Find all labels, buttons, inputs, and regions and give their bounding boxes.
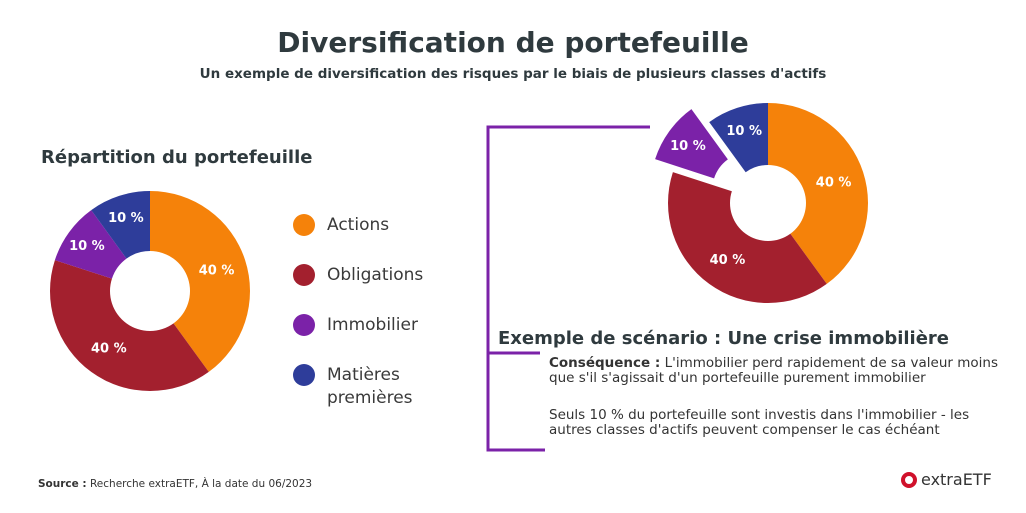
logo-text: extraETF [921,470,992,489]
legend-item-matieres: Matières premières [293,364,427,414]
legend-swatch [293,264,315,286]
slice-label: 10 % [108,211,144,226]
legend-item-obligations: Obligations [293,264,427,314]
legend-item-actions: Actions [293,214,427,264]
scenario-note: Seuls 10 % du portefeuille sont investis… [549,407,970,438]
donut-chart-portfolio: 40 % 40 % 10 %10 % [50,191,250,391]
slice-immobilier [54,210,127,279]
consequence-text: L'immobilier perd rapidement de sa valeu… [549,355,998,386]
slice-label: 40 % [816,176,852,191]
logo-icon [901,471,917,488]
page-title: Diversification de portefeuille [277,26,749,59]
source-text: Recherche extraETF, À la date du 06/2023 [86,478,313,490]
chart-title: Répartition du portefeuille [41,147,313,168]
slice-mati-res-premi-res [91,191,150,259]
source-label: Source : [38,478,87,490]
slice-obligations [668,172,827,304]
slice-label: 40 % [91,342,127,357]
page-subtitle: Un exemple de diversification des risque… [199,66,827,82]
legend-swatch [293,364,315,386]
donut-chart-scenario: 40 % 40 % 10 % 10 % [655,103,868,304]
consequence-label: Conséquence : [549,355,661,371]
slice-obligations [50,260,209,391]
scenario-consequence: Conséquence : L'immobilier perd rapideme… [549,356,999,386]
slice-actions [150,191,250,372]
legend-item-immobilier: Immobilier [293,314,427,364]
legend-swatch [293,214,315,236]
slice-label: 40 % [199,263,235,278]
chart-legend: Actions Obligations Immobilier Matières … [293,214,427,414]
slice-mati-res-premi-res [709,103,768,173]
slice-label: 10 % [69,239,105,254]
slice-immobilier [655,109,728,179]
extraetf-logo: extraETF [901,470,992,489]
source-note: Source : Recherche extraETF, À la date d… [38,478,312,490]
scenario-title: Exemple de scénario : Une crise immobili… [498,328,950,349]
slice-label: 10 % [670,139,706,154]
scenario-bracket [486,125,650,452]
legend-swatch [293,314,315,336]
slice-label: 40 % [710,253,746,268]
slice-label: 10 % [726,124,762,139]
slice-actions [768,103,868,284]
